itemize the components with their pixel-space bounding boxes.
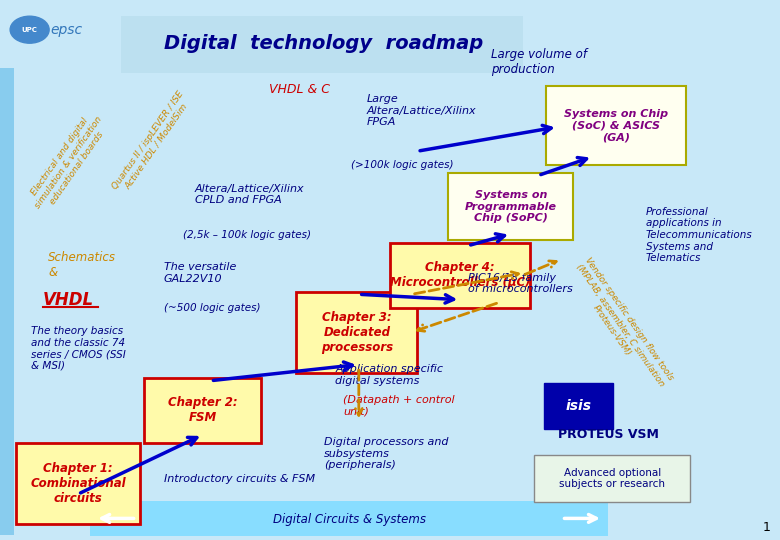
Text: Digital processors and
subsystems
(peripherals): Digital processors and subsystems (perip… [324, 437, 448, 470]
FancyBboxPatch shape [144, 378, 261, 443]
Text: Large volume of
production: Large volume of production [491, 48, 587, 76]
FancyBboxPatch shape [0, 68, 14, 535]
Text: Professional
applications in
Telecommunications
Systems and
Telematics: Professional applications in Telecommuni… [646, 207, 753, 263]
Text: The theory basics
and the classic 74
series / CMOS (SSI
& MSI): The theory basics and the classic 74 ser… [31, 326, 126, 370]
Text: Chapter 1:
Combinational
circuits: Chapter 1: Combinational circuits [30, 462, 126, 505]
FancyBboxPatch shape [390, 243, 530, 308]
FancyBboxPatch shape [16, 443, 140, 524]
Text: Advanced optional
subjects or research: Advanced optional subjects or research [559, 468, 665, 489]
Text: Chapter 4:
Microcontrollers (μC): Chapter 4: Microcontrollers (μC) [390, 261, 530, 289]
Text: Electrical and digital
simulation & verification
educational boards: Electrical and digital simulation & veri… [25, 109, 112, 216]
Text: Altera/Lattice/Xilinx
CPLD and FPGA: Altera/Lattice/Xilinx CPLD and FPGA [195, 184, 305, 205]
Text: Systems on Chip
(SoC) & ASICS
(GA): Systems on Chip (SoC) & ASICS (GA) [564, 109, 668, 142]
Text: VHDL & C: VHDL & C [269, 83, 330, 96]
Text: Large
Altera/Lattice/Xilinx
FPGA: Large Altera/Lattice/Xilinx FPGA [367, 94, 477, 127]
Text: Digital  technology  roadmap: Digital technology roadmap [164, 33, 484, 53]
Text: Digital Circuits & Systems: Digital Circuits & Systems [273, 513, 426, 526]
Text: (2,5k – 100k logic gates): (2,5k – 100k logic gates) [183, 230, 311, 240]
Text: Systems on
Programmable
Chip (SoPC): Systems on Programmable Chip (SoPC) [465, 190, 557, 223]
Circle shape [10, 16, 49, 43]
Text: UPC: UPC [22, 26, 37, 33]
Text: 1: 1 [763, 521, 771, 534]
Text: Introductory circuits & FSM: Introductory circuits & FSM [164, 474, 315, 484]
Text: Chapter 2:
FSM: Chapter 2: FSM [168, 396, 238, 424]
Text: VHDL: VHDL [43, 291, 94, 309]
FancyBboxPatch shape [121, 16, 523, 73]
FancyBboxPatch shape [544, 383, 613, 429]
Text: The versatile
GAL22V10: The versatile GAL22V10 [164, 262, 236, 284]
FancyBboxPatch shape [90, 501, 608, 536]
Text: (Datapath + control
unit): (Datapath + control unit) [343, 395, 455, 417]
Text: Quartus II / ispLEVER / ISE
Active HDL / ModelSim: Quartus II / ispLEVER / ISE Active HDL /… [111, 90, 193, 197]
Text: PIC16/18 family
of microcontrollers: PIC16/18 family of microcontrollers [468, 273, 573, 294]
FancyBboxPatch shape [296, 292, 417, 373]
Text: (>100k logic gates): (>100k logic gates) [351, 160, 453, 170]
FancyBboxPatch shape [448, 173, 573, 240]
FancyBboxPatch shape [534, 455, 690, 502]
Text: (~500 logic gates): (~500 logic gates) [164, 303, 261, 313]
FancyBboxPatch shape [546, 86, 686, 165]
Text: epsc: epsc [50, 23, 83, 37]
Text: Vendor specific design flow tools
(MPLAB, assembler, C simulation
Proteus-VSM): Vendor specific design flow tools (MPLAB… [566, 256, 675, 394]
Text: PROTEUS VSM: PROTEUS VSM [558, 428, 658, 441]
Text: isis: isis [566, 399, 592, 413]
Text: Schematics
&: Schematics & [48, 251, 116, 279]
Text: Chapter 3:
Dedicated
processors: Chapter 3: Dedicated processors [321, 310, 393, 354]
Text: Application specific
digital systems: Application specific digital systems [335, 364, 443, 386]
